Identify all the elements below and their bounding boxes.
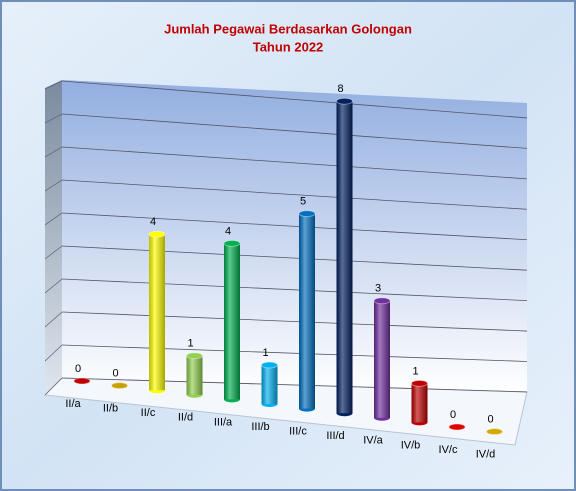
side-grid-line <box>44 113 63 124</box>
cylinder <box>411 379 428 426</box>
value-label: 4 <box>150 216 156 228</box>
value-label: 5 <box>300 196 306 208</box>
cylinder-top <box>298 210 316 218</box>
value-label: 0 <box>112 368 118 380</box>
cylinder-shade <box>299 213 315 409</box>
value-label: 4 <box>225 225 231 237</box>
side-grid-line <box>44 344 63 362</box>
grid-line <box>61 344 528 362</box>
x-tick-label: II/d <box>178 412 193 424</box>
side-wall <box>45 80 62 395</box>
x-tick-label: IV/d <box>476 449 496 461</box>
back-wall <box>62 80 527 392</box>
cylinder-shade <box>186 355 203 395</box>
grid-line <box>61 146 528 180</box>
value-label: 0 <box>487 414 493 426</box>
cylinder <box>261 361 278 407</box>
cylinder <box>298 210 316 412</box>
cylinder-top <box>486 428 503 436</box>
chart-subtitle: Tahun 2022 <box>253 39 324 54</box>
cylinder <box>148 230 166 394</box>
cylinder <box>186 352 203 398</box>
cylinder <box>223 239 241 403</box>
value-label: 1 <box>262 347 268 359</box>
value-label: 1 <box>187 338 193 350</box>
x-tick-label: IV/c <box>439 444 458 456</box>
cylinder-shade <box>411 383 428 423</box>
value-label: 8 <box>337 83 343 95</box>
cylinder-shade <box>224 243 240 400</box>
cylinder-shade <box>336 101 353 414</box>
x-tick-label: II/a <box>65 398 81 410</box>
cylinder-top <box>111 382 128 390</box>
side-grid-line <box>44 311 63 328</box>
value-label: 3 <box>375 283 381 295</box>
cylinder-top <box>448 423 466 431</box>
x-tick-label: II/b <box>103 403 118 415</box>
cylinder <box>448 423 466 431</box>
grid-line <box>61 80 528 119</box>
value-label: 0 <box>75 363 81 375</box>
cylinder <box>336 97 353 417</box>
side-grid-line <box>44 212 63 226</box>
cylinder <box>111 382 128 390</box>
cylinder-top <box>411 379 428 387</box>
cylinder-top <box>373 297 391 305</box>
value-label: 0 <box>450 409 456 421</box>
x-tick-label: III/c <box>289 426 307 438</box>
side-grid-line <box>44 278 63 294</box>
cylinder-shade <box>374 300 390 418</box>
side-grid-line <box>44 80 63 90</box>
grid-line <box>61 377 528 393</box>
side-grid-line <box>44 377 63 396</box>
cylinder-top <box>336 97 353 105</box>
grid-line <box>61 212 528 241</box>
grid-line <box>61 179 528 210</box>
cylinder-top <box>186 352 203 360</box>
chart-title: Jumlah Pegawai Berdasarkan Golongan <box>164 21 412 36</box>
x-tick-label: III/a <box>214 416 233 428</box>
x-tick-label: III/d <box>326 430 344 442</box>
cylinder-top <box>261 361 278 369</box>
cylinder-shade <box>261 365 278 404</box>
side-grid-line <box>44 146 63 158</box>
side-grid-line <box>44 245 63 260</box>
cylinder <box>73 377 91 385</box>
x-tick-label: IV/a <box>363 435 383 447</box>
grid-line <box>61 278 528 302</box>
cylinder-top <box>73 377 91 385</box>
grid-line <box>61 245 528 271</box>
grid-line <box>61 311 528 332</box>
x-tick-label: III/b <box>251 421 269 433</box>
cylinder-shade <box>149 234 165 391</box>
cylinder-top <box>223 239 241 247</box>
cylinder <box>486 428 503 436</box>
grid-line <box>61 113 528 149</box>
x-tick-label: IV/b <box>401 439 421 451</box>
x-tick-label: II/c <box>141 407 156 419</box>
cylinder-top <box>148 230 166 238</box>
value-label: 1 <box>412 365 418 377</box>
side-grid-line <box>44 179 63 192</box>
cylinder <box>373 297 391 421</box>
